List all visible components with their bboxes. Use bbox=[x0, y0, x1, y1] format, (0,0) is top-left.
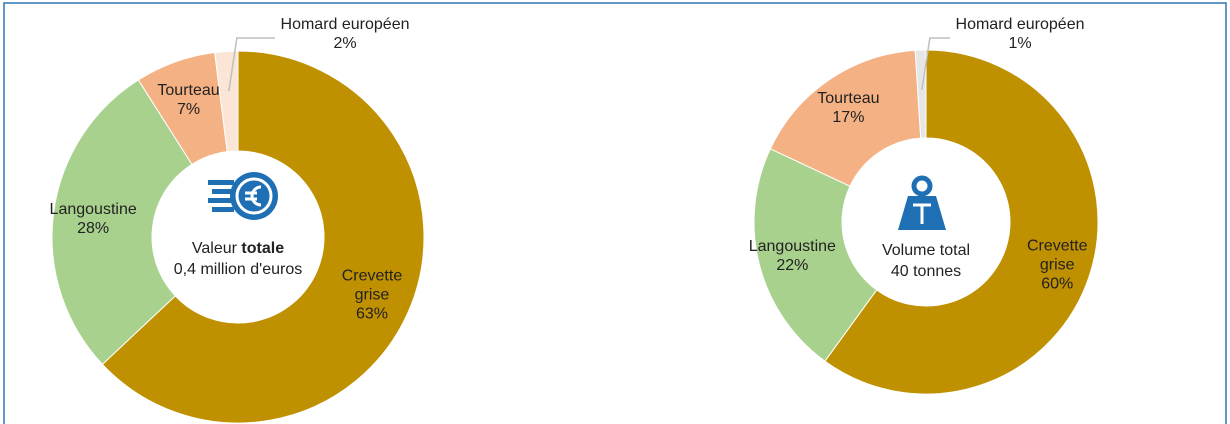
donut-slice bbox=[753, 148, 878, 362]
category-label: Langoustine bbox=[49, 200, 137, 218]
center-title-text: Volume total bbox=[881, 242, 971, 259]
value-label: 22% bbox=[776, 257, 809, 275]
slice-label: Crevette grise 63% bbox=[327, 266, 417, 323]
value-label: 28% bbox=[77, 219, 110, 237]
category-label: Crevette grise bbox=[1027, 237, 1088, 274]
slice-label: Langoustine 28% bbox=[48, 200, 138, 238]
slice-label: Tourteau 7% bbox=[144, 81, 234, 119]
category-label: Homard européen bbox=[280, 16, 410, 33]
value-label: 60% bbox=[1041, 275, 1074, 293]
center-title-bold: totale bbox=[241, 240, 285, 257]
category-label: Crevette grise bbox=[341, 267, 403, 304]
category-label: Homard européen bbox=[955, 16, 1085, 33]
slice-label: Tourteau 17% bbox=[803, 89, 893, 127]
value-label: 2% bbox=[333, 35, 357, 52]
donut-slice bbox=[101, 50, 425, 424]
donut-slice bbox=[51, 79, 193, 366]
frame bbox=[3, 2, 1227, 424]
center-subtext: 40 tonnes bbox=[890, 263, 962, 280]
donut-slice bbox=[824, 49, 1099, 395]
center-title-text: Valeur bbox=[191, 240, 237, 257]
frame-border bbox=[3, 2, 1227, 424]
category-label: Tourteau bbox=[817, 89, 880, 107]
leader-line bbox=[921, 37, 950, 91]
value-label: 7% bbox=[176, 100, 201, 118]
category-label: Tourteau bbox=[157, 81, 220, 99]
slice-label: Homard européen 2% bbox=[265, 15, 425, 53]
center-text: Valeur totale 0,4 million d'euros bbox=[153, 238, 323, 280]
donut-slice bbox=[769, 49, 922, 187]
donut-slice bbox=[214, 50, 239, 153]
value-label: 17% bbox=[832, 108, 865, 126]
slice-label: Crevette grise 60% bbox=[1012, 236, 1102, 293]
slice-label: Homard européen 1% bbox=[940, 15, 1100, 53]
center-title: Valeur totale bbox=[153, 238, 323, 259]
center-title: Volume total bbox=[841, 240, 1011, 261]
center-text: Volume total 40 tonnes bbox=[841, 240, 1011, 282]
value-label: 63% bbox=[355, 305, 388, 323]
slice-label: Langoustine 22% bbox=[747, 237, 837, 275]
center-subtext: 0,4 million d'euros bbox=[173, 261, 303, 278]
value-label: 1% bbox=[1008, 35, 1032, 52]
category-label: Langoustine bbox=[748, 238, 836, 256]
donut-slice bbox=[914, 49, 927, 139]
leader-line bbox=[228, 37, 275, 92]
